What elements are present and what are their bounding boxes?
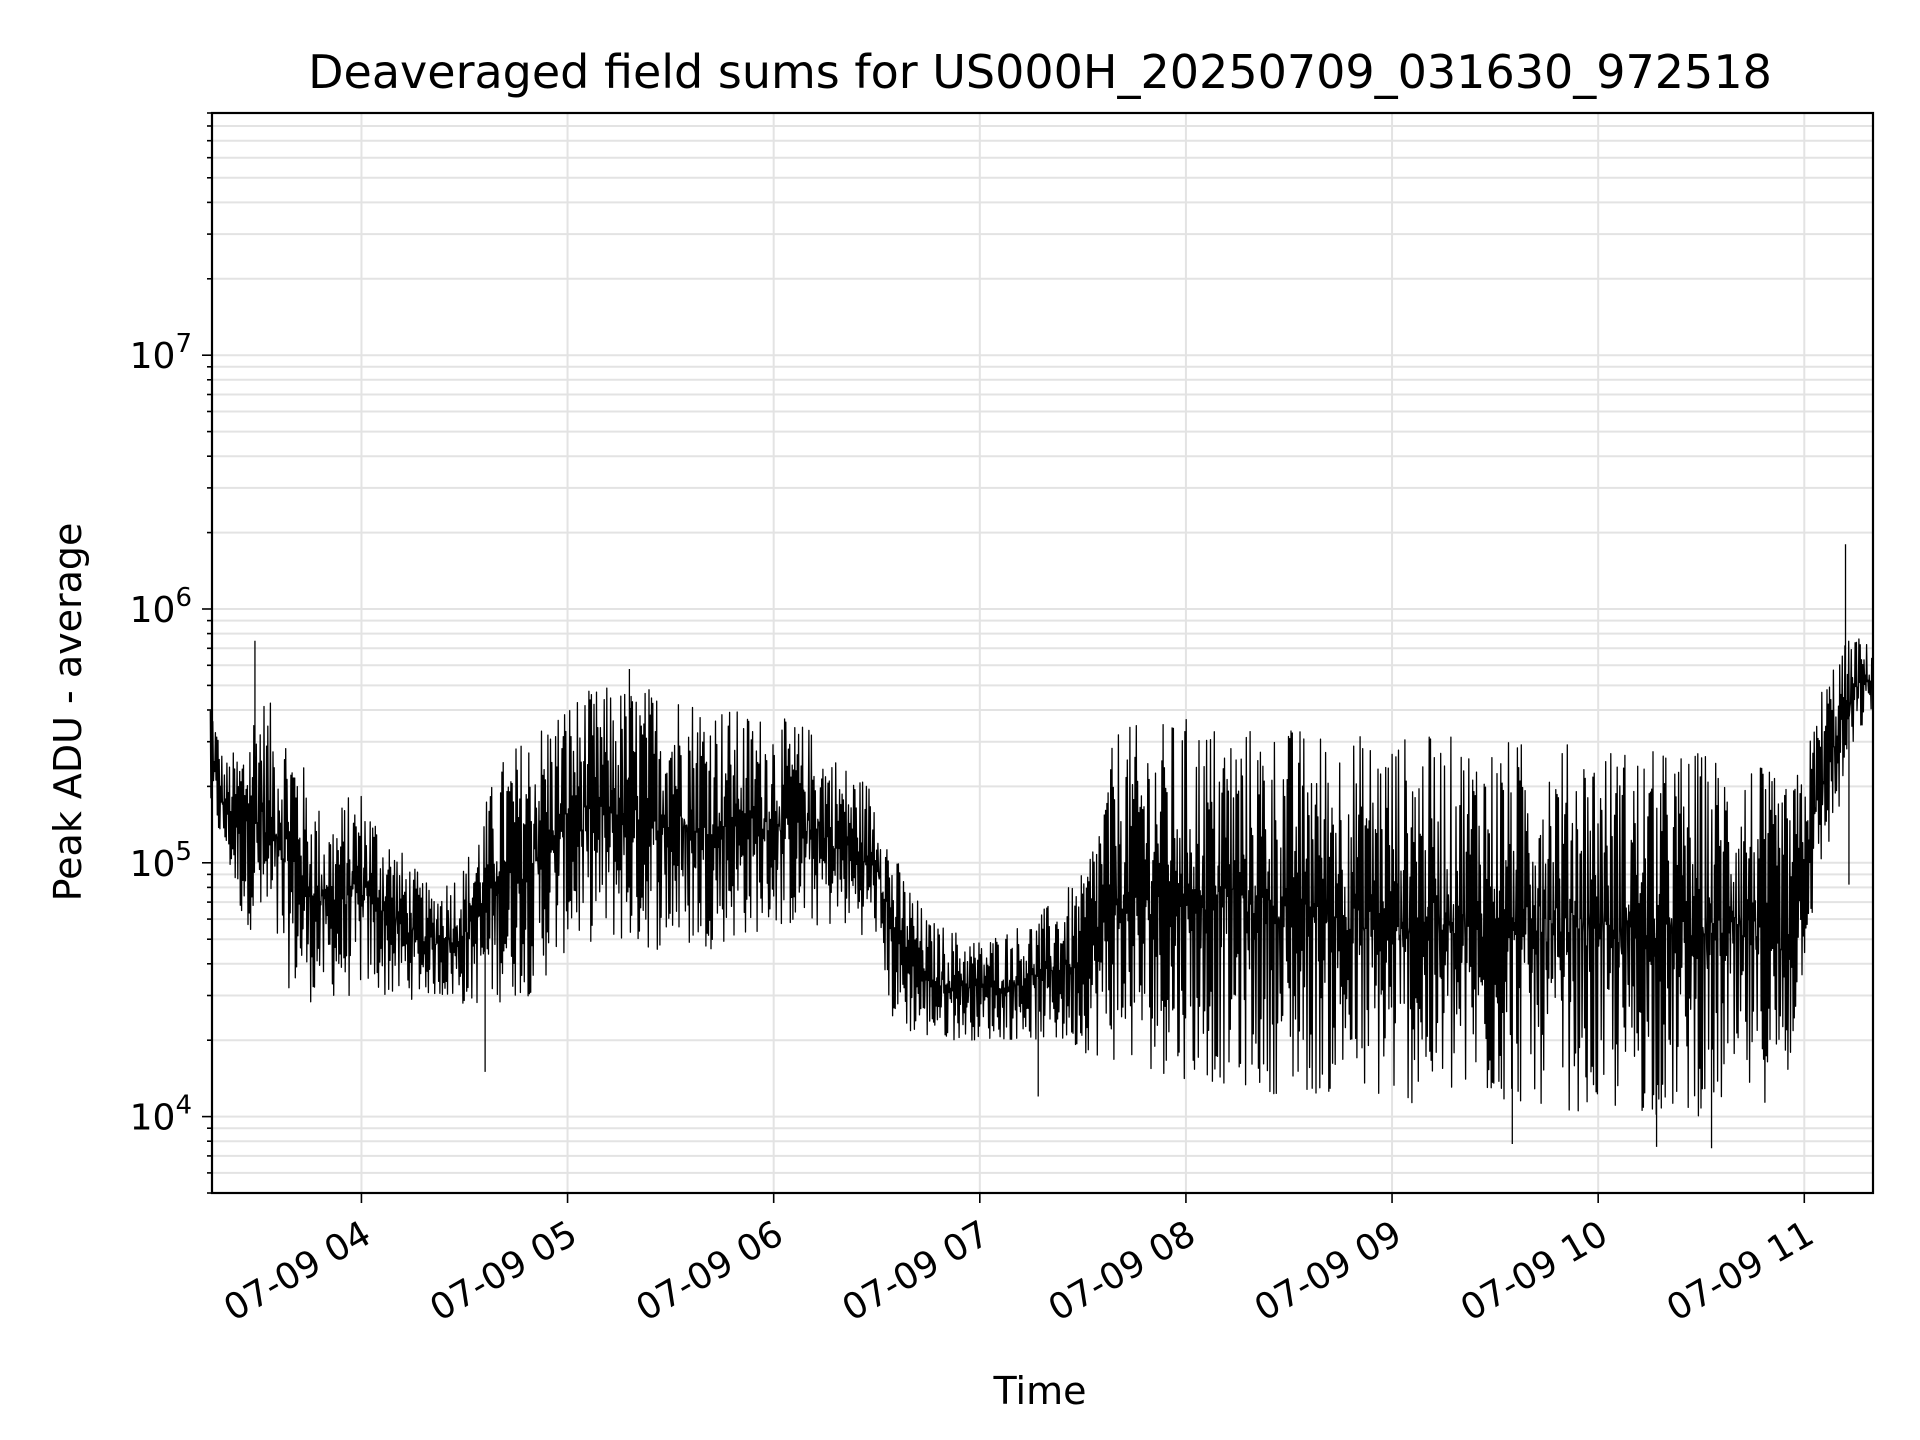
chart-title: Deaveraged field sums for US000H_2025070… [308,45,1772,99]
plot-frame [210,111,1875,1195]
x-tick-label: 07-09 08 [1042,1213,1203,1329]
x-tick-label: 07-09 06 [630,1213,791,1329]
x-tick-label: 07-09 11 [1660,1213,1821,1329]
series [209,544,1874,1149]
x-tick-label: 07-09 10 [1454,1213,1615,1329]
y-axis-label: Peak ADU - average [46,523,90,902]
y-tick-label: 105 [130,837,192,885]
x-tick-label: 07-09 05 [423,1213,584,1329]
x-tick-label: 07-09 04 [217,1213,378,1329]
series-line [209,638,1874,1117]
y-tick-label: 107 [130,329,192,377]
x-tick-label: 07-09 09 [1248,1213,1409,1329]
x-axis-label: Time [993,1369,1087,1413]
y-tick-label: 106 [130,583,192,631]
ticks: 104 105 106 107 07-09 04 07-09 05 07-09 06 07-0… [130,112,1821,1330]
x-tick-label: 07-09 07 [836,1213,997,1329]
grid [212,112,1873,1194]
y-tick-label: 104 [130,1091,192,1139]
